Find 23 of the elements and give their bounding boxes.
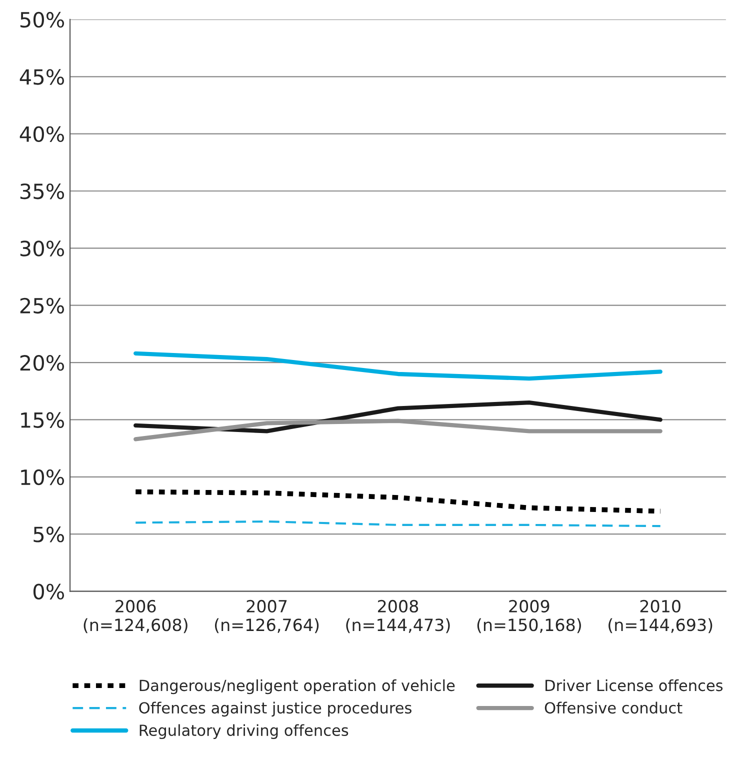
x-tick-label: 2009 (n=150,168) (477, 600, 581, 634)
y-tick-label: 5% (34, 526, 64, 542)
y-tick-label: 35% (20, 183, 64, 200)
legend-label: Offences against justice procedures (139, 702, 412, 717)
legend-label: Dangerous/negligent operation of vehicle (140, 679, 455, 694)
legend-label: Regulatory driving offences (140, 724, 348, 740)
y-tick-label: 0% (33, 584, 64, 600)
legend-label: Driver License offences (546, 679, 723, 692)
x-tick-label: 2008 (n=144,473) (346, 600, 450, 634)
y-tick-label: 40% (20, 126, 64, 142)
y-tick-label: 10% (21, 469, 64, 486)
line-series (134, 400, 662, 434)
y-tick-label: 20% (20, 355, 64, 371)
x-tick-label: 2010 (n=144,693) (608, 600, 712, 634)
y-tick-label: 50% (20, 12, 64, 28)
legend-label: Offensive conduct (544, 702, 682, 714)
y-tick-label: 30% (20, 240, 64, 256)
x-tick-label: 2007 (n=126,764) (215, 600, 319, 634)
y-tick-label: 45% (20, 69, 64, 85)
y-tick-label: 25% (20, 298, 64, 314)
line-series (134, 351, 662, 381)
y-tick-label: 15% (21, 412, 64, 428)
x-tick-label: 2006 (n=124,608) (84, 600, 188, 634)
